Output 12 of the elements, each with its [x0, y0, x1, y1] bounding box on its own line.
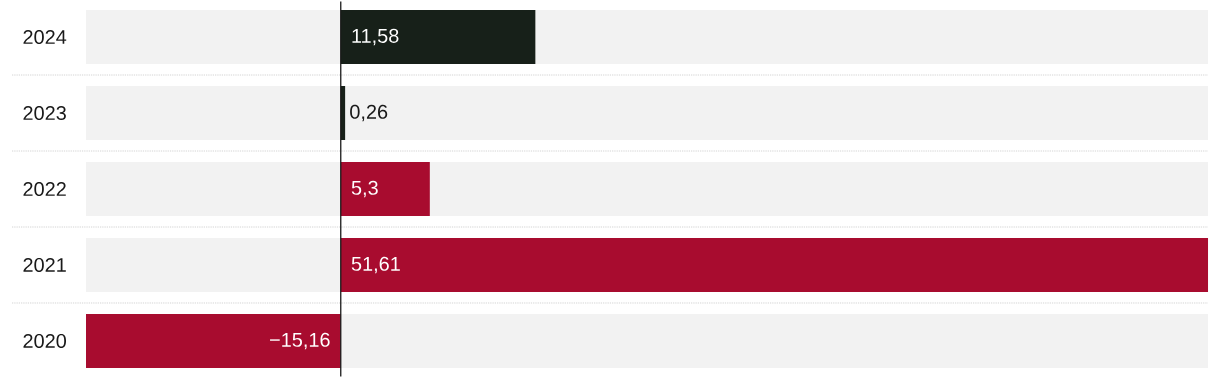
data-label: 5,3	[351, 180, 378, 198]
bar	[340, 162, 430, 216]
y-tick-label: 2021	[23, 257, 66, 273]
data-label: 51,61	[351, 256, 400, 274]
y-tick-label: 2022	[23, 181, 66, 197]
y-tick-label: 2024	[23, 29, 67, 45]
data-label: 11,58	[352, 28, 399, 46]
y-tick-label: 2020	[23, 333, 67, 349]
data-label: −15,16	[270, 332, 330, 350]
y-tick-label: 2023	[23, 105, 66, 121]
bar	[86, 314, 341, 368]
data-label: 0,26	[350, 104, 388, 122]
